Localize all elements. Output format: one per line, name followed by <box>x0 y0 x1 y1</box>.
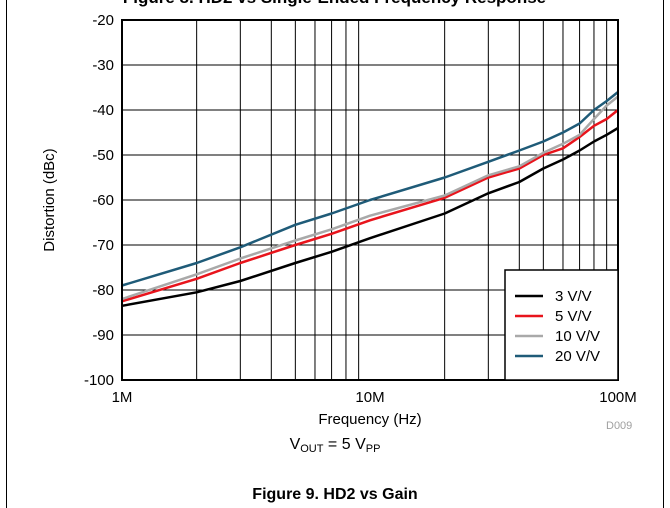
plot-area-border <box>121 19 619 381</box>
y-tick-label: -60 <box>92 192 114 209</box>
y-tick-label: -50 <box>92 147 114 164</box>
y-tick-label: -100 <box>84 372 114 389</box>
vpp-sub: PP <box>365 443 381 455</box>
series-line-3 <box>121 91 619 287</box>
y-axis-title: Distortion (dBc) <box>41 148 58 251</box>
figure-caption: Figure 9. HD2 vs Gain <box>252 486 418 503</box>
page-frame-left <box>6 0 7 508</box>
y-tick-label: -40 <box>92 102 114 119</box>
previous-figure-title-cut: Figure 8. HD2 vs Single-Ended Frequency … <box>6 0 663 10</box>
x-axis-title: Frequency (Hz) <box>318 411 421 428</box>
series-line-2 <box>121 95 619 301</box>
vout-condition: VOUT = 5 VPP <box>0 436 670 455</box>
legend-label: 5 V/V <box>555 308 592 325</box>
vout-sub: OUT <box>300 443 324 455</box>
y-tick-label: -90 <box>92 327 114 344</box>
legend-label: 3 V/V <box>555 288 592 305</box>
vout-v: V <box>289 436 301 453</box>
y-tick-label: -30 <box>92 57 114 74</box>
series-layer <box>121 91 619 308</box>
x-tick-label: 10M <box>355 389 384 406</box>
axis-title-layer: Frequency (Hz) Distortion (dBc) <box>41 148 422 428</box>
x-tick-label: 1M <box>112 389 133 406</box>
y-tick-label: -20 <box>92 12 114 29</box>
legend-label: 10 V/V <box>555 328 600 345</box>
y-tick-label: -70 <box>92 237 114 254</box>
legend: 3 V/V 5 V/V 10 V/V 20 V/V <box>504 269 619 381</box>
series-line-1 <box>121 109 619 303</box>
y-tick-label: -80 <box>92 282 114 299</box>
legend-label: 20 V/V <box>555 348 600 365</box>
vout-mid: = 5 V <box>323 436 366 453</box>
legend-box <box>504 269 619 381</box>
series-line-0 <box>121 126 619 308</box>
page-frame-right <box>663 0 664 508</box>
figure-code-label: D009 <box>606 420 633 432</box>
x-tick-label: 100M <box>599 389 637 406</box>
